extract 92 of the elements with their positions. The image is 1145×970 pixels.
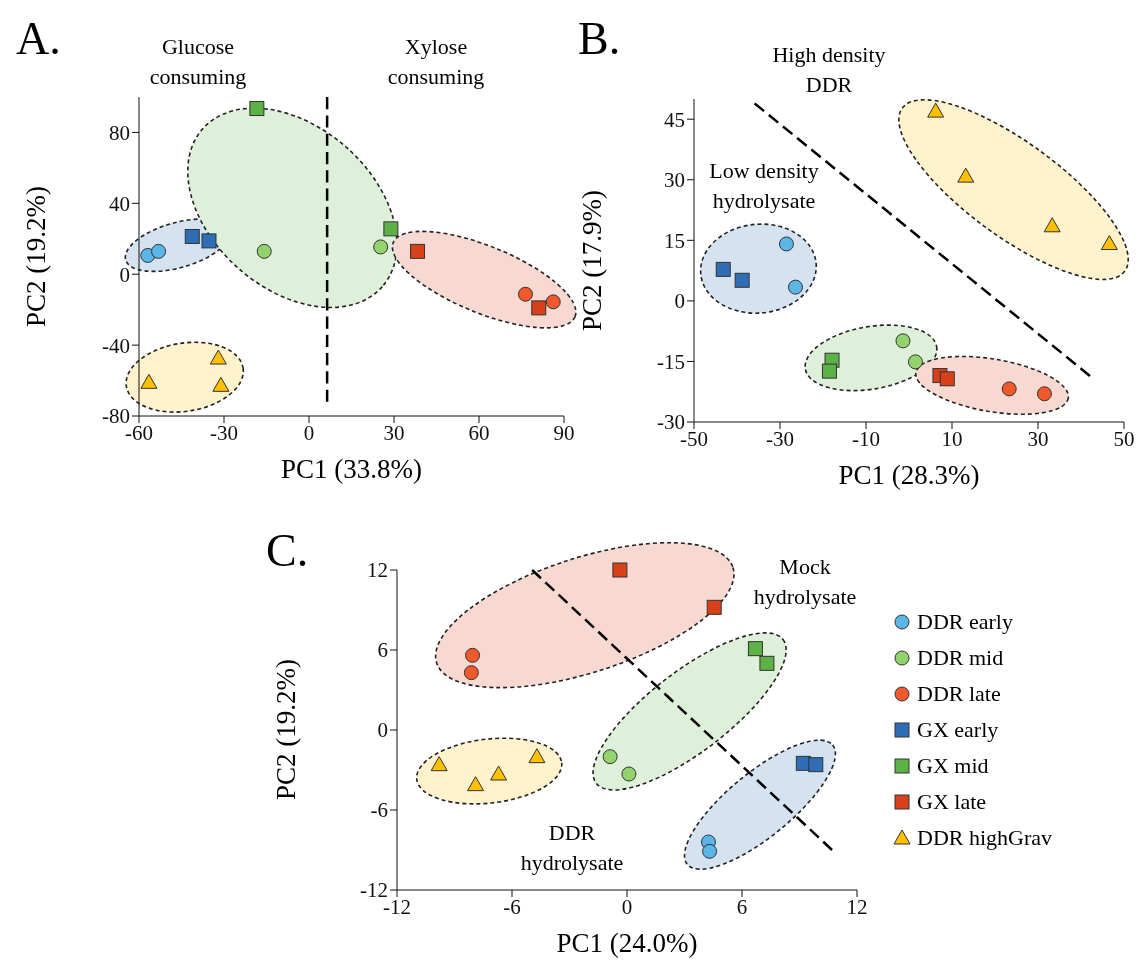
point xyxy=(463,665,479,681)
point xyxy=(706,599,722,615)
y-tick-label: -6 xyxy=(370,798,388,823)
x-tick-label: 10 xyxy=(941,426,963,451)
legend-label: GX late xyxy=(916,788,988,816)
point xyxy=(612,562,628,578)
point xyxy=(821,363,837,379)
x-tick-label: 30 xyxy=(1027,426,1049,451)
point xyxy=(256,243,272,259)
point xyxy=(1100,235,1118,251)
text: Xylose consuming xyxy=(386,33,486,91)
y-tick-label: -12 xyxy=(360,878,388,903)
legend-label: DDR late xyxy=(916,680,1002,708)
text: High density DDR xyxy=(771,41,887,99)
point xyxy=(759,655,775,671)
legend-label: DDR early xyxy=(916,608,1014,636)
point xyxy=(490,765,508,781)
point xyxy=(747,641,763,657)
annotation: Low density hydrolysate xyxy=(708,157,820,215)
point xyxy=(778,236,794,252)
y-tick-label: 80 xyxy=(109,120,130,145)
point xyxy=(621,766,637,782)
point xyxy=(383,221,399,237)
point xyxy=(201,233,217,249)
y-axis-title: PC2 (19.2%) xyxy=(270,658,302,802)
legend-label: GX early xyxy=(916,716,1000,744)
y-tick-label: 0 xyxy=(119,262,130,287)
point xyxy=(430,756,448,772)
annotation: DDR hydrolysate xyxy=(519,819,625,877)
x-tick-label: 12 xyxy=(846,894,868,919)
point xyxy=(734,272,750,288)
x-tick-label: -30 xyxy=(210,420,238,445)
point xyxy=(545,294,561,310)
annotation: Mock hydrolysate xyxy=(752,553,858,611)
y-tick-label: 6 xyxy=(377,638,388,663)
y-tick-label: 15 xyxy=(664,228,685,253)
y-tick-label: 40 xyxy=(109,191,130,216)
point xyxy=(602,749,618,765)
point xyxy=(373,239,389,255)
x-tick-label: 50 xyxy=(1113,426,1135,451)
point xyxy=(1001,381,1017,397)
x-axis-title: PC1 (33.8%) xyxy=(280,454,423,485)
chart-title: C. xyxy=(266,525,309,576)
point xyxy=(927,102,945,118)
point xyxy=(702,843,718,859)
legend-label: GX mid xyxy=(916,752,990,780)
point xyxy=(1043,217,1061,233)
point xyxy=(467,776,485,792)
x-tick-label: 90 xyxy=(553,420,575,445)
point xyxy=(531,300,547,316)
text: Glucose consuming xyxy=(148,33,248,91)
x-tick-label: 0 xyxy=(303,420,315,445)
point xyxy=(528,748,546,764)
point xyxy=(895,333,911,349)
y-tick-label: 0 xyxy=(674,289,685,314)
point xyxy=(787,279,803,295)
x-tick-label: 0 xyxy=(621,894,633,919)
x-tick-label: -6 xyxy=(503,894,521,919)
point xyxy=(184,228,200,244)
y-tick-label: 12 xyxy=(367,558,388,583)
y-tick-label: 45 xyxy=(664,107,685,132)
point xyxy=(209,349,227,365)
point xyxy=(140,373,158,389)
point xyxy=(249,101,265,117)
y-tick-label: -40 xyxy=(102,333,130,358)
y-tick-label: -15 xyxy=(657,349,685,374)
y-tick-label: 30 xyxy=(664,168,685,193)
x-tick-label: -10 xyxy=(852,426,880,451)
point xyxy=(465,647,481,663)
point xyxy=(410,243,426,259)
point xyxy=(957,167,975,183)
y-axis-title: PC2 (19.2%) xyxy=(20,184,52,329)
x-tick-label: 60 xyxy=(468,420,490,445)
chart-title: B. xyxy=(578,13,621,64)
point xyxy=(808,757,824,773)
y-tick-label: 0 xyxy=(377,718,388,743)
point xyxy=(907,354,923,370)
point xyxy=(151,243,167,259)
x-axis-title: PC1 (24.0%) xyxy=(555,928,699,959)
point xyxy=(715,261,731,277)
point xyxy=(212,376,230,392)
y-tick-label: -80 xyxy=(102,404,130,429)
legend-label: DDR highGrav xyxy=(916,824,1053,852)
y-axis-title: PC2 (17.9%) xyxy=(576,188,608,333)
legend-label: DDR mid xyxy=(916,644,1005,672)
point xyxy=(517,286,533,302)
chart-title: A. xyxy=(16,13,61,64)
point xyxy=(939,371,955,387)
x-tick-label: -30 xyxy=(766,426,794,451)
x-axis-title: PC1 (28.3%) xyxy=(837,460,981,491)
x-tick-label: 6 xyxy=(736,894,748,919)
point xyxy=(1036,386,1052,402)
